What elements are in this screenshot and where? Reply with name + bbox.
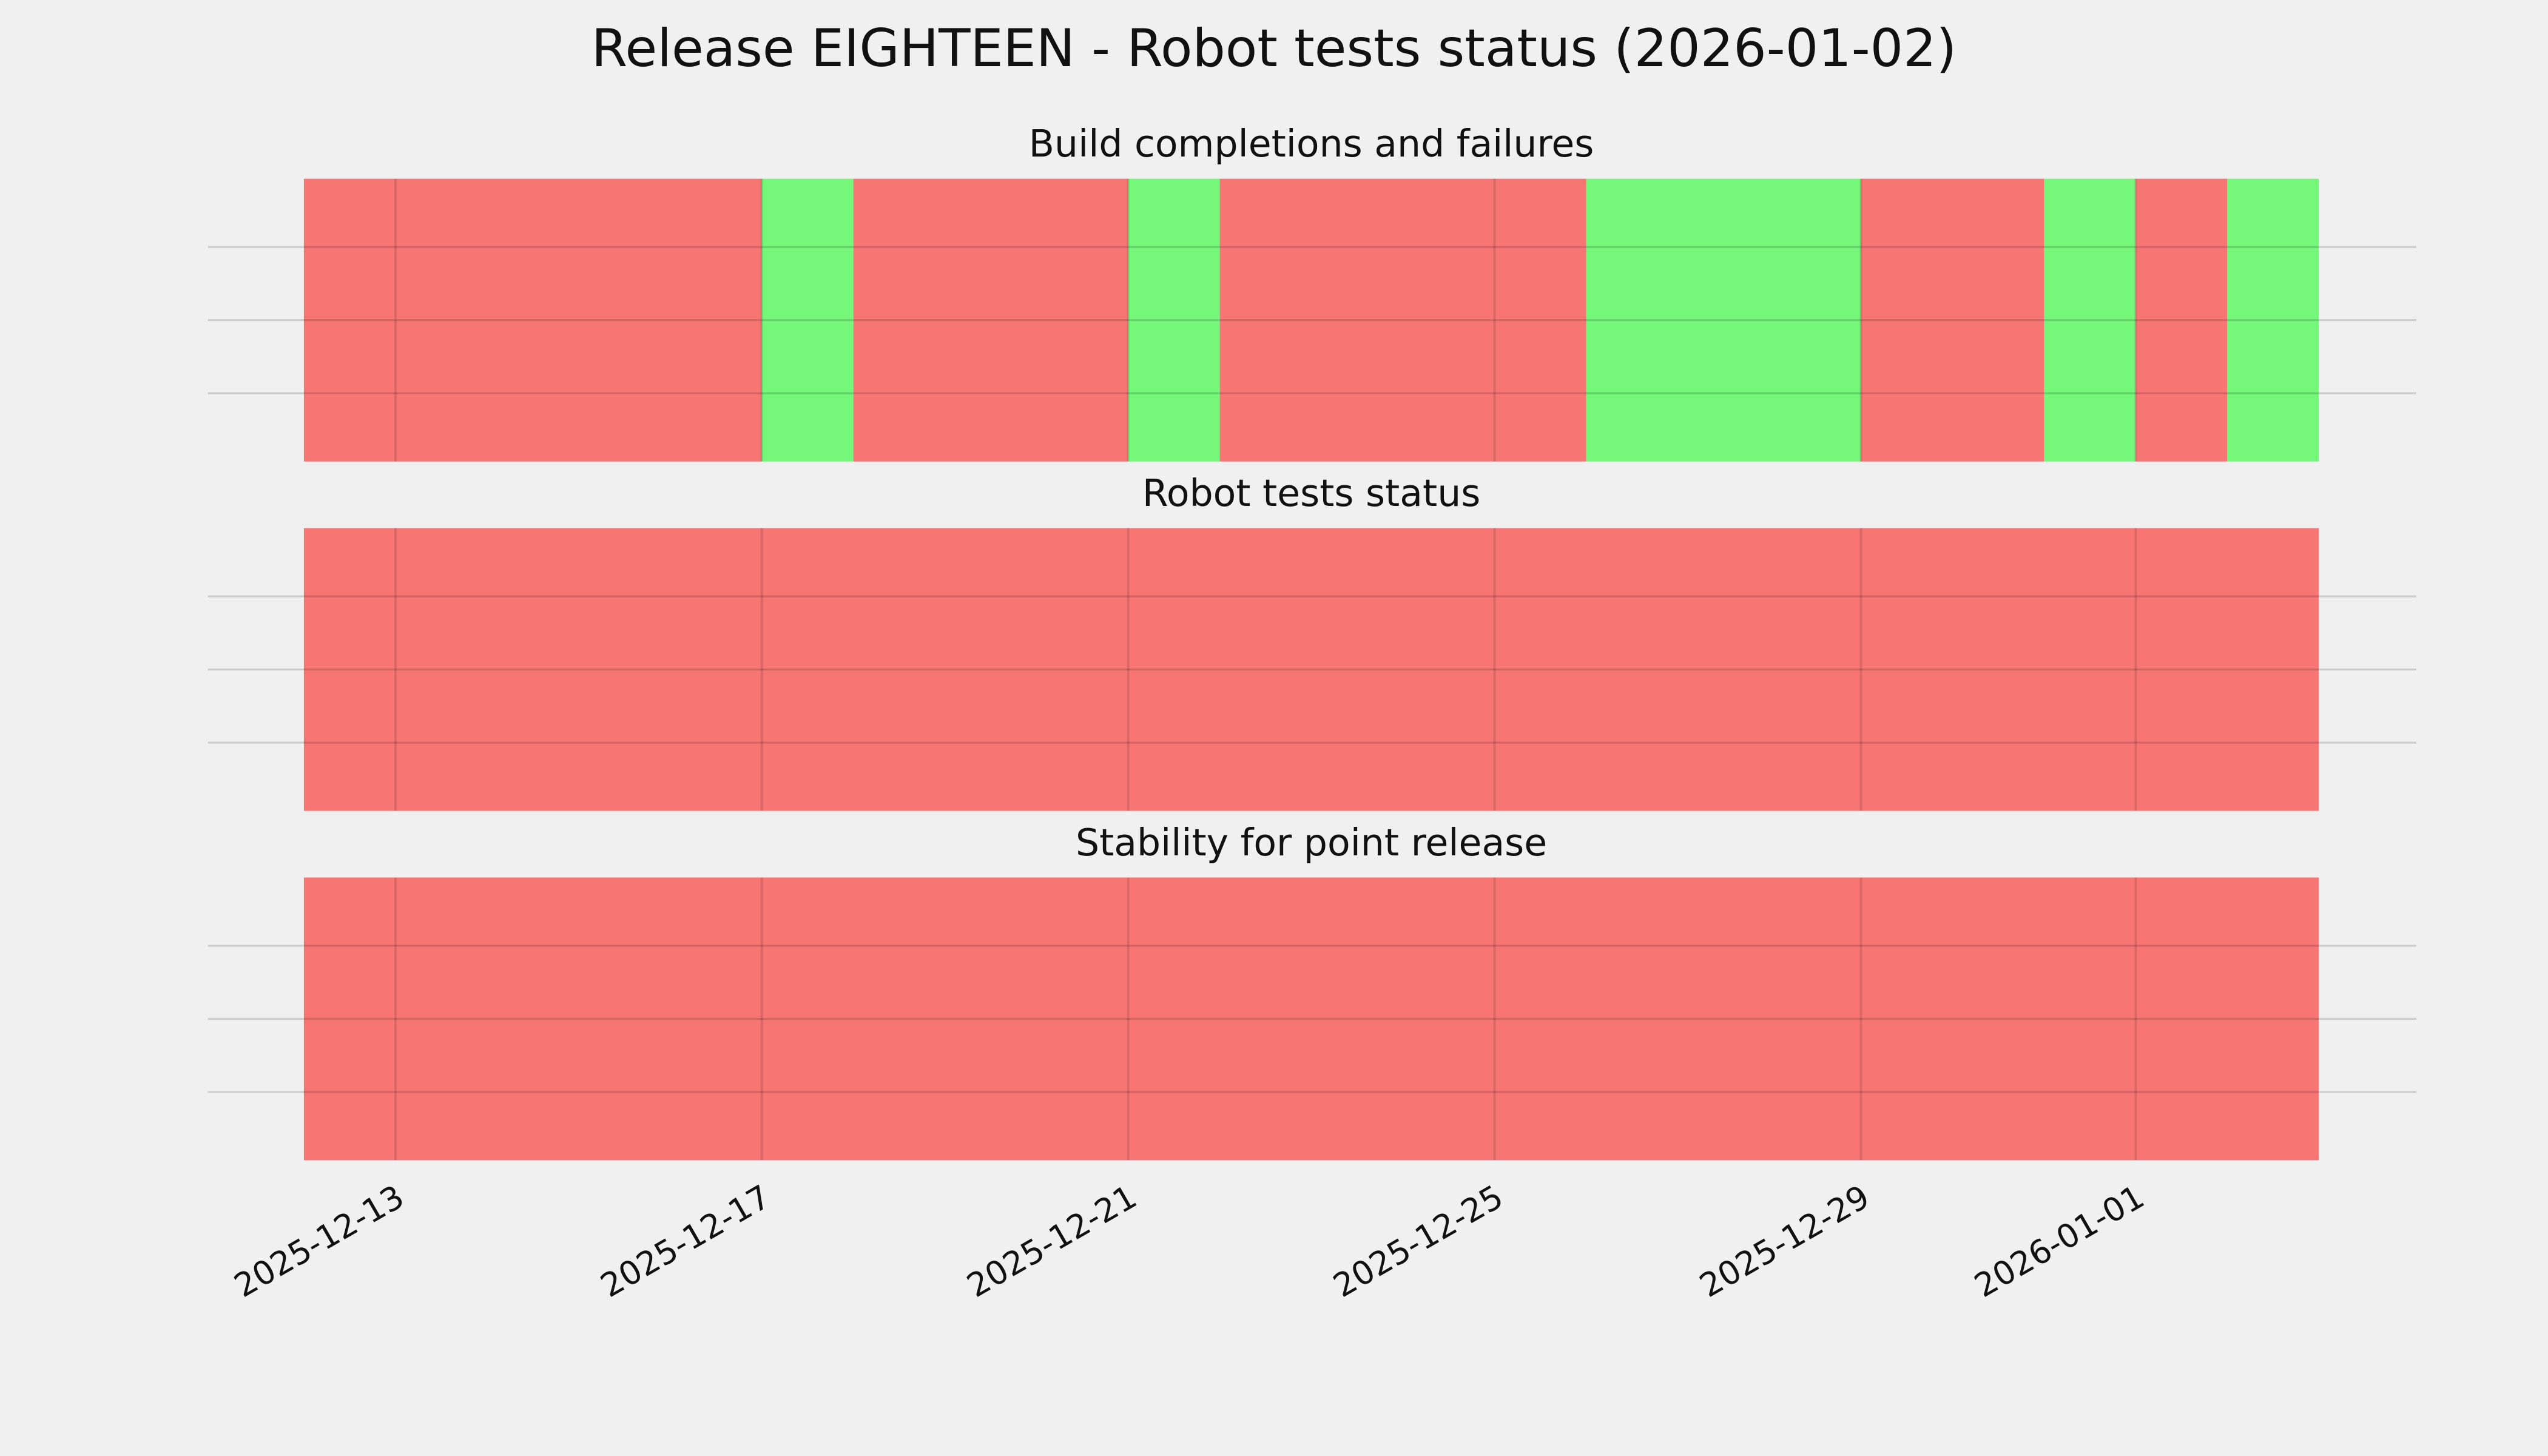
status-span xyxy=(2227,178,2319,462)
status-span xyxy=(1586,178,1861,462)
status-span xyxy=(1128,178,1220,462)
status-span xyxy=(761,178,854,462)
status-span xyxy=(303,877,2319,1161)
status-span xyxy=(303,528,2319,811)
chart-title: Release EIGHTEEN - Robot tests status (2… xyxy=(592,18,1956,79)
panel-title: Robot tests status xyxy=(1142,471,1480,515)
panel-title: Build completions and failures xyxy=(1029,122,1594,166)
status-span xyxy=(2044,178,2136,462)
status-span xyxy=(1219,178,1586,462)
status-span xyxy=(853,178,1128,462)
status-span xyxy=(303,178,762,462)
panel-title: Stability for point release xyxy=(1076,821,1547,864)
status-span xyxy=(1861,178,2044,462)
status-span xyxy=(2135,178,2228,462)
